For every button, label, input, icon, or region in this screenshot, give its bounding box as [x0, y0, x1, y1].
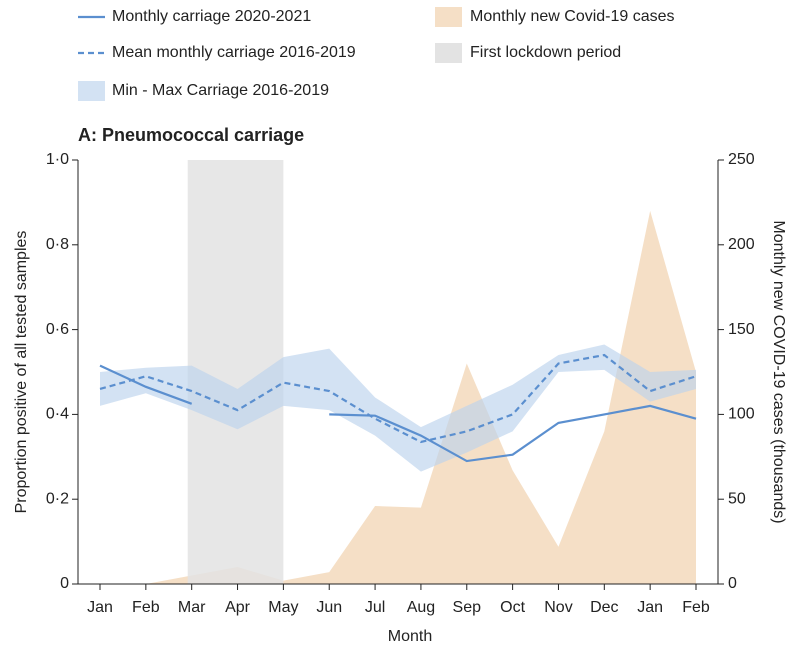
chart-title: A: Pneumococcal carriage	[78, 125, 304, 145]
minmax-band	[100, 344, 696, 472]
y2-axis-label: Monthly new COVID-19 cases (thousands)	[770, 220, 787, 523]
legend-label: Min - Max Carriage 2016-2019	[112, 82, 329, 99]
x-tick-label: Apr	[225, 599, 251, 616]
y2-tick-label: 100	[728, 406, 755, 423]
covid-area	[145, 210, 696, 584]
y-axis-label: Proportion positive of all tested sample…	[13, 231, 30, 514]
y-tick-label: 0·4	[46, 406, 69, 423]
x-tick-label: Jun	[316, 599, 342, 616]
legend-label: Mean monthly carriage 2016-2019	[112, 44, 356, 61]
line	[99, 364, 697, 463]
x-tick-label: Feb	[682, 599, 710, 616]
y2-tick-label: 50	[728, 490, 746, 507]
x-tick-label: May	[268, 599, 298, 616]
x-tick-label: Aug	[407, 599, 435, 616]
x-tick-label: Mar	[178, 599, 206, 616]
y-tick-label: 0	[60, 575, 69, 592]
x-tick-label: Oct	[500, 599, 525, 616]
legend-label: Monthly carriage 2020-2021	[112, 8, 311, 25]
x-tick-label: Sep	[453, 599, 482, 616]
y2-tick-label: 200	[728, 236, 755, 253]
legend-label: First lockdown period	[470, 44, 621, 61]
y-tick-label: 0·8	[46, 236, 69, 253]
x-tick-label: Jan	[87, 599, 113, 616]
line	[99, 353, 697, 444]
y2-tick-label: 250	[728, 151, 755, 168]
legend-swatch	[435, 43, 462, 63]
x-axis-label: Month	[388, 628, 432, 645]
x-tick-label: Jan	[637, 599, 663, 616]
x-tick-label: Feb	[132, 599, 160, 616]
legend-swatch	[78, 81, 105, 101]
x-tick-label: Dec	[590, 599, 618, 616]
x-tick-label: Jul	[365, 599, 385, 616]
y-tick-label: 0·2	[46, 490, 69, 507]
legend-label: Monthly new Covid-19 cases	[470, 8, 675, 25]
y-tick-label: 0·6	[46, 321, 69, 338]
x-tick-label: Nov	[544, 599, 572, 616]
y-tick-label: 1·0	[46, 151, 69, 168]
y2-tick-label: 150	[728, 321, 755, 338]
y2-tick-label: 0	[728, 575, 737, 592]
legend-swatch	[435, 7, 462, 27]
